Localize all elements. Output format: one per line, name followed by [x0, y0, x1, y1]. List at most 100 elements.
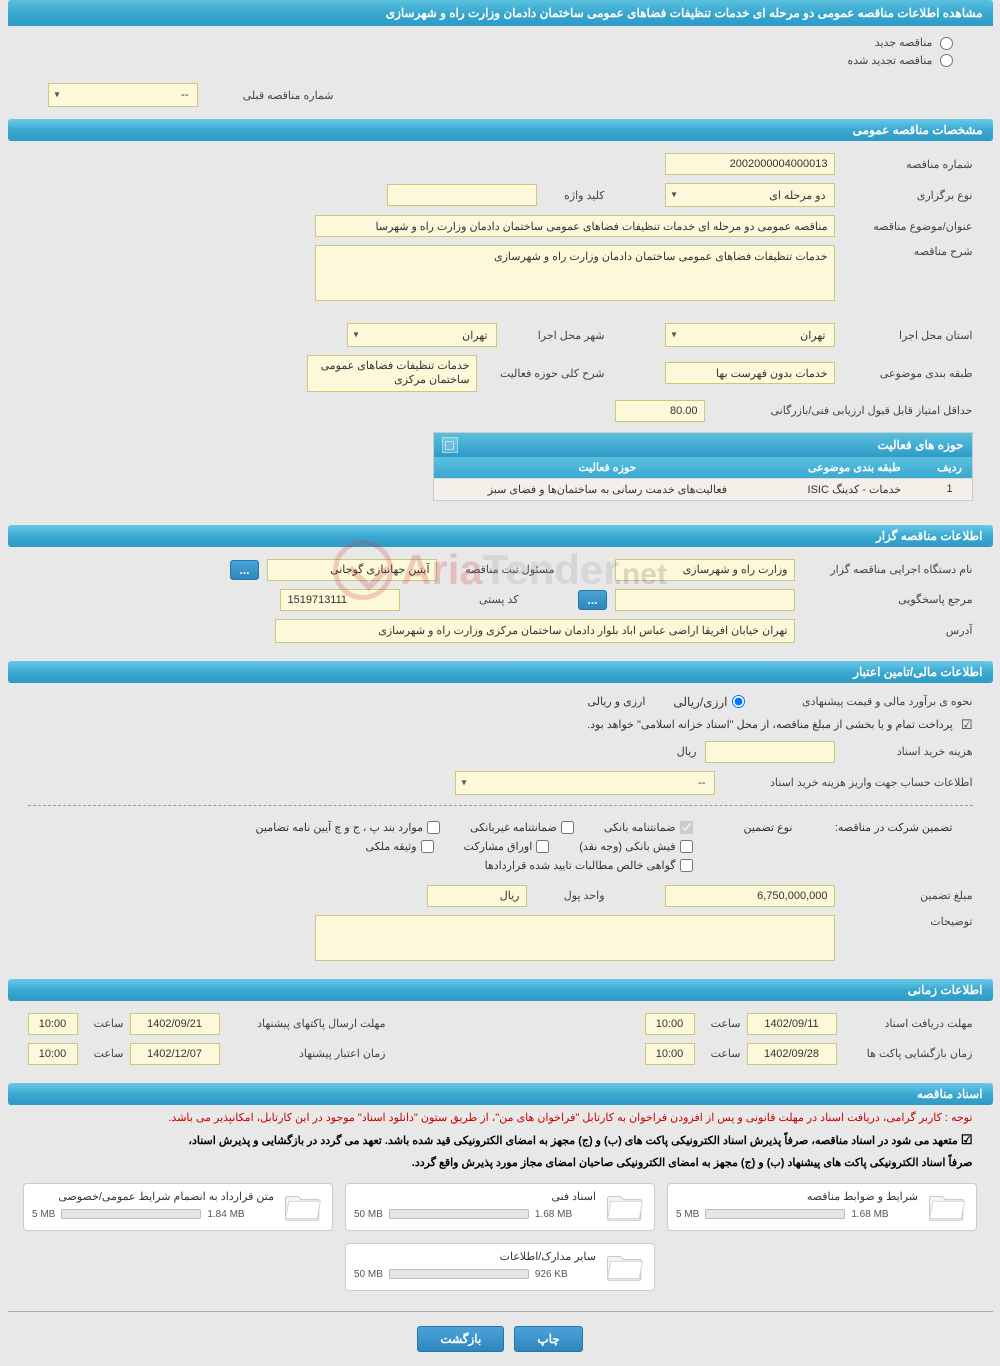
doc-title: شرایط و ضوابط مناقصه [676, 1190, 918, 1209]
doc-size: 926 KB [535, 1269, 568, 1280]
subject-label: عنوان/موضوع مناقصه [843, 220, 973, 233]
chk-bank[interactable]: ضمانتنامه بانکی [604, 821, 693, 834]
chk-bonds[interactable]: اوراق مشارکت [464, 840, 550, 853]
doc-receive-label: مهلت دریافت اسناد [843, 1017, 973, 1030]
registrar-lookup-button[interactable]: ... [230, 560, 258, 580]
estimate-type-option-label: ارزی/ریالی [673, 695, 727, 709]
hold-type-select[interactable]: دو مرحله ای▾ [665, 183, 835, 207]
doc-receive-date: 1402/09/11 [747, 1013, 837, 1035]
section-financial-header: اطلاعات مالی/تامین اعتبار [8, 661, 993, 683]
account-info-select[interactable]: --▾ [455, 771, 715, 795]
activity-table: ردیف طبقه بندی موضوعی حوزه فعالیت 1 خدما… [434, 457, 972, 500]
back-button[interactable]: بازگشت [417, 1326, 504, 1352]
postal-value: 1519713111 [280, 589, 400, 611]
org-name-label: نام دستگاه اجرایی مناقصه گزار [803, 563, 973, 576]
hold-type-label: نوع برگزاری [843, 189, 973, 202]
doc-meter [705, 1209, 845, 1219]
hour-label: ساعت [84, 1047, 124, 1060]
doc-title: متن قرارداد به انضمام شرایط عمومی/خصوصی [32, 1190, 274, 1209]
treasury-check[interactable]: ☑ [961, 717, 973, 733]
purchase-cost-value[interactable] [705, 741, 835, 763]
radio-renewed-tender-label: مناقصه تجدید شده [848, 55, 933, 67]
open-hour: 10:00 [645, 1043, 695, 1065]
estimate-type-text: ارزی و ریالی [587, 695, 645, 708]
section-docs-header: اسناد مناقصه [8, 1083, 993, 1105]
bid-send-hour: 10:00 [28, 1013, 78, 1035]
radio-renewed-tender[interactable]: مناقصه تجدید شده [48, 52, 953, 70]
doc-size: 1.68 MB [535, 1209, 572, 1220]
doc-card[interactable]: اسناد فنی50 MB1.68 MB [345, 1183, 655, 1231]
col-field: حوزه فعالیت [434, 457, 782, 479]
address-value: تهران خیابان افریقا اراضی عباس اباد بلوا… [275, 619, 795, 643]
province-select[interactable]: تهران▾ [665, 323, 835, 347]
validity-hour: 10:00 [28, 1043, 78, 1065]
radio-new-tender-label: مناقصه جدید [875, 37, 933, 49]
subject-class-label: طبقه بندی موضوعی [843, 367, 973, 380]
section-time-header: اطلاعات زمانی [8, 979, 993, 1001]
hour-label: ساعت [701, 1017, 741, 1030]
purchase-cost-unit: ریال [677, 745, 697, 758]
col-idx: ردیف [928, 457, 972, 479]
committed-check[interactable]: ☑ [961, 1132, 973, 1147]
bid-send-date: 1402/09/21 [130, 1013, 220, 1035]
responder-lookup-button[interactable]: ... [578, 590, 606, 610]
prev-tender-number-select[interactable]: --▾ [48, 83, 198, 107]
org-name-value: وزارت راه و شهرسازی [615, 559, 795, 581]
doc-total: 5 MB [32, 1209, 55, 1220]
doc-card[interactable]: سایر مدارک/اطلاعات50 MB926 KB [345, 1243, 655, 1291]
doc-meter [389, 1209, 529, 1219]
section-general-header: مشخصات مناقصه عمومی [8, 119, 993, 141]
bid-send-label: مهلت ارسال پاکتهای پیشنهاد [226, 1017, 386, 1030]
responder-label: مرجع پاسخگویی [803, 593, 973, 606]
chk-clauses[interactable]: موارد بند پ ، ج و چ آیین نامه تضامین [256, 821, 440, 834]
registrar-label: مسئول ثبت مناقصه [445, 563, 555, 576]
chevron-down-icon: ▾ [55, 90, 60, 101]
keyword-label: کلید واژه [545, 189, 605, 202]
min-score-value: 80.00 [615, 400, 705, 422]
explanation-value[interactable] [315, 915, 835, 961]
province-label: استان محل اجرا [843, 329, 973, 342]
doc-card[interactable]: متن قرارداد به انضمام شرایط عمومی/خصوصی5… [23, 1183, 333, 1231]
subject-class-value: خدمات بدون فهرست بها [665, 362, 835, 384]
col-class: طبقه بندی موضوعی [781, 457, 927, 479]
chk-cert[interactable]: گواهی خالص مطالبات تایید شده قراردادها [485, 859, 693, 872]
address-label: آدرس [803, 624, 973, 637]
guarantee-amount-label: مبلغ تضمین [843, 889, 973, 902]
prev-tender-number-label: شماره مناقصه قبلی [204, 89, 334, 102]
open-label: زمان بازگشایی پاکت ها [843, 1047, 973, 1060]
table-row: 1 خدمات - کدینگ ISIC فعالیت‌های خدمت رسا… [434, 478, 972, 500]
city-label: شهر محل اجرا [505, 329, 605, 342]
chk-property[interactable]: وثیقه ملکی [366, 840, 434, 853]
registrar-value: آیتین جهانبازی گوجانی [267, 559, 437, 581]
currency-unit-label: واحد پول [535, 889, 605, 902]
min-score-label: حداقل امتیاز قابل قبول ارزیابی فنی/بازرگ… [713, 404, 973, 417]
city-select[interactable]: تهران▾ [347, 323, 497, 347]
tender-number-label: شماره مناقصه [843, 158, 973, 171]
radio-new-tender[interactable]: مناقصه جدید [48, 34, 953, 52]
expand-icon[interactable]: □ [442, 437, 458, 453]
postal-label: کد پستی [408, 593, 518, 606]
estimate-type-radio[interactable]: ارزی/ریالی [673, 695, 744, 709]
section-organizer-header: اطلاعات مناقصه گزار [8, 525, 993, 547]
doc-size: 1.84 MB [207, 1209, 244, 1220]
doc-size: 1.68 MB [851, 1209, 888, 1220]
chk-cash[interactable]: فیش بانکی (وجه نقد) [579, 840, 692, 853]
doc-card[interactable]: شرایط و ضوابط مناقصه5 MB 1.68 MB [667, 1183, 977, 1231]
guarantee-type-label: نوع تضمین [723, 821, 793, 834]
subject-value: مناقصه عمومی دو مرحله ای خدمات تنظیفات ف… [315, 215, 835, 237]
validity-date: 1402/12/07 [130, 1043, 220, 1065]
notice-red: توجه : کاربر گرامی، دریافت اسناد در مهلت… [8, 1105, 993, 1130]
notice-black-1: ☑ متعهد می شود در اسناد مناقصه، صرفاً پذ… [8, 1130, 993, 1154]
tender-number-value: 2002000004000013 [665, 153, 835, 175]
tender-status-radios: مناقصه جدید مناقصه تجدید شده [8, 26, 993, 77]
notice-black-2: صرفاً اسناد الکترونیکی پاکت های پیشنهاد … [8, 1154, 993, 1175]
print-button[interactable]: چاپ [514, 1326, 582, 1352]
doc-total: 5 MB [676, 1209, 699, 1220]
doc-total: 50 MB [354, 1269, 383, 1280]
guarantee-label: تضمین شرکت در مناقصه: [823, 821, 953, 834]
chk-nonbank[interactable]: ضمانتنامه غیربانکی [470, 821, 574, 834]
keyword-value[interactable] [387, 184, 537, 206]
chevron-down-icon: ▾ [672, 330, 677, 341]
hour-label: ساعت [84, 1017, 124, 1030]
explanation-label: توضیحات [843, 915, 973, 928]
